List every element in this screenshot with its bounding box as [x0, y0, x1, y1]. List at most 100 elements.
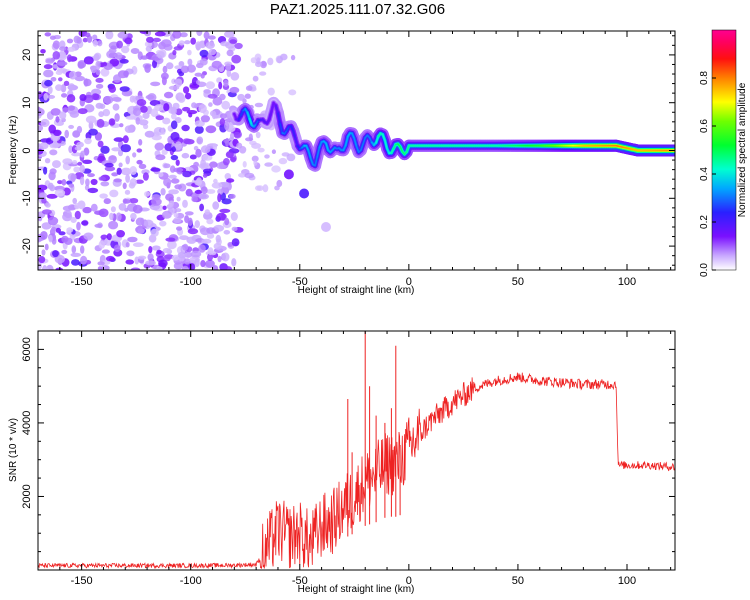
noise-blob: [121, 45, 130, 54]
signal-ridge: [228, 96, 675, 232]
noise-blob: [211, 60, 222, 69]
noise-blob: [150, 228, 159, 237]
x-tick-label: 100: [618, 575, 636, 587]
noise-blob: [94, 210, 105, 215]
noise-blob: [79, 94, 87, 101]
noise-blob: [259, 71, 267, 76]
noise-blob: [180, 65, 190, 74]
noise-blob: [58, 77, 63, 82]
noise-blob: [130, 48, 140, 54]
noise-blob: [95, 69, 101, 76]
noise-blob: [193, 161, 200, 168]
ridge-segment: [351, 132, 356, 140]
noise-blob: [178, 71, 185, 77]
noise-blob: [50, 108, 61, 116]
noise-blob: [83, 232, 94, 240]
noise-blob: [126, 250, 135, 257]
noise-blob: [129, 178, 137, 187]
noise-blob: [129, 166, 137, 175]
noise-blob: [211, 182, 223, 189]
noise-blob: [83, 78, 92, 87]
noise-blob: [206, 218, 214, 225]
noise-blob: [116, 230, 125, 238]
noise-blob: [154, 142, 165, 151]
noise-blob: [125, 115, 136, 120]
noise-blob: [39, 142, 49, 150]
noise-blob: [82, 206, 92, 214]
colorbar-tick-label: 0.0: [699, 263, 710, 277]
noise-blob: [150, 108, 158, 117]
noise-blob: [237, 93, 245, 101]
noise-blob: [92, 39, 98, 47]
noise-blob: [58, 231, 66, 236]
noise-blob: [85, 115, 97, 124]
side-lobe-blob: [283, 169, 294, 180]
noise-blob: [44, 243, 49, 251]
noise-blob: [54, 189, 66, 197]
noise-blob: [56, 61, 68, 66]
noise-blob: [188, 263, 196, 270]
noise-blob: [194, 220, 200, 229]
noise-blob: [145, 94, 155, 100]
y-tick-label: 0: [21, 147, 33, 153]
ridge-segment: [405, 144, 410, 153]
noise-blob: [191, 102, 197, 109]
noise-blob: [68, 145, 73, 154]
noise-blob: [205, 41, 215, 49]
y-tick-label: 10: [21, 97, 33, 109]
noise-blob: [106, 233, 112, 241]
noise-blob: [205, 259, 215, 268]
noise-blob: [174, 208, 182, 213]
noise-blob: [43, 69, 54, 78]
noise-blob: [77, 108, 88, 115]
noise-blob: [98, 240, 106, 249]
noise-blob: [80, 150, 85, 158]
x-tick-label: 0: [406, 575, 412, 587]
noise-blob: [217, 255, 222, 263]
ridge-segment: [268, 110, 273, 121]
spectrogram-y-axis: -20 -10 0 10 20: [21, 35, 675, 266]
noise-blob: [220, 181, 230, 188]
noise-blob: [105, 31, 114, 40]
noise-blob: [221, 252, 230, 262]
noise-blob: [110, 206, 116, 213]
noise-blob: [224, 31, 235, 38]
noise-blob: [47, 86, 53, 94]
noise-blob: [205, 81, 215, 90]
noise-blob: [95, 77, 104, 83]
noise-blob: [225, 63, 232, 72]
noise-blob: [108, 85, 117, 93]
noise-blob: [226, 178, 235, 183]
noise-blob: [87, 187, 99, 194]
noise-blob: [182, 106, 191, 112]
noise-blob: [199, 49, 209, 58]
noise-blob: [84, 58, 94, 65]
noise-blob: [226, 49, 234, 57]
noise-blob: [175, 141, 182, 151]
noise-blob: [267, 87, 275, 96]
noise-blob: [135, 179, 144, 184]
noise-blob: [51, 226, 57, 231]
noise-blob: [201, 154, 213, 161]
noise-blob: [250, 57, 257, 64]
ridge-segment: [294, 137, 299, 147]
noise-blob: [231, 238, 240, 247]
noise-blob: [175, 159, 180, 166]
noise-blob: [194, 72, 203, 77]
noise-blob: [255, 131, 261, 139]
colorbar: 0.0 0.2 0.4 0.6 0.8 Normalized spectral ampl…: [699, 29, 748, 277]
noise-blob: [59, 46, 67, 51]
noise-blob: [64, 129, 69, 139]
noise-blob: [219, 93, 226, 101]
noise-blob: [171, 254, 180, 261]
noise-blob: [80, 245, 85, 254]
noise-blob: [54, 254, 65, 264]
ridge-segment: [360, 143, 364, 151]
noise-blob: [48, 234, 53, 243]
noise-blob: [231, 226, 238, 232]
noise-blob: [103, 95, 114, 105]
noise-blob: [66, 94, 76, 103]
noise-blob: [44, 32, 52, 37]
noise-blob: [62, 205, 73, 212]
noise-blob: [52, 40, 61, 49]
